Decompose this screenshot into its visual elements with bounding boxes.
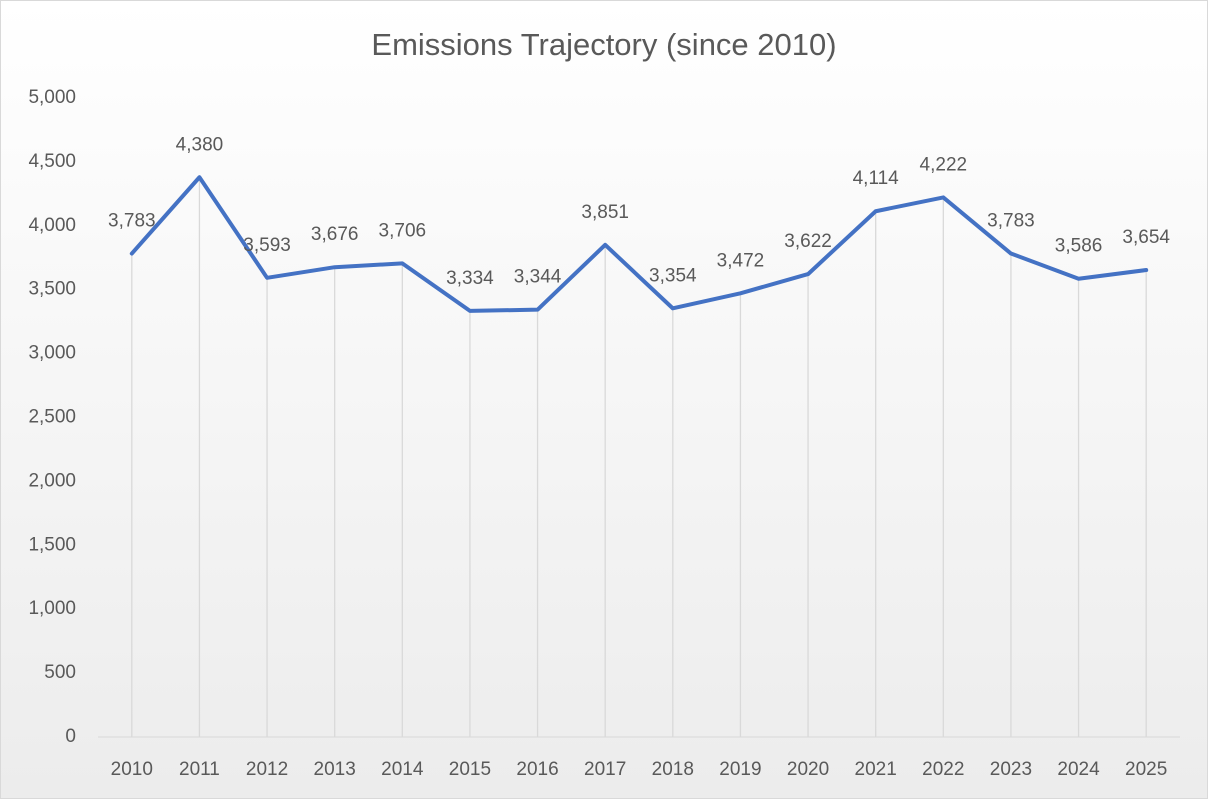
data-label: 3,472 bbox=[717, 250, 765, 271]
x-tick-label: 2012 bbox=[246, 759, 288, 780]
y-tick-label: 2,000 bbox=[28, 470, 76, 491]
data-label: 3,593 bbox=[243, 235, 291, 256]
x-tick-label: 2015 bbox=[449, 759, 491, 780]
x-tick-label: 2018 bbox=[652, 759, 694, 780]
y-tick-label: 1,000 bbox=[28, 598, 76, 619]
x-tick-label: 2017 bbox=[584, 759, 626, 780]
y-tick-label: 0 bbox=[65, 726, 76, 747]
x-tick-label: 2019 bbox=[719, 759, 761, 780]
data-label: 3,783 bbox=[108, 211, 156, 232]
x-tick-label: 2016 bbox=[516, 759, 558, 780]
x-tick-label: 2013 bbox=[314, 759, 356, 780]
data-label: 4,114 bbox=[853, 168, 900, 189]
series-line bbox=[129, 175, 1149, 313]
data-label: 3,676 bbox=[311, 224, 359, 245]
x-tick-label: 2020 bbox=[787, 759, 829, 780]
data-label: 3,622 bbox=[784, 231, 832, 252]
data-label: 3,851 bbox=[581, 202, 629, 223]
y-tick-label: 1,500 bbox=[28, 534, 76, 555]
data-label: 3,586 bbox=[1055, 236, 1103, 257]
x-tick-label: 2025 bbox=[1125, 759, 1167, 780]
y-tick-label: 2,500 bbox=[28, 407, 76, 428]
x-tick-label: 2014 bbox=[381, 759, 424, 780]
x-tick-label: 2021 bbox=[855, 759, 897, 780]
data-label: 4,380 bbox=[176, 134, 224, 155]
y-tick-label: 3,000 bbox=[28, 343, 76, 364]
data-label: 3,334 bbox=[446, 268, 494, 289]
y-tick-label: 500 bbox=[44, 662, 76, 683]
x-tick-label: 2023 bbox=[990, 759, 1032, 780]
chart-title: Emissions Trajectory (since 2010) bbox=[371, 27, 836, 62]
data-label: 3,344 bbox=[514, 267, 562, 288]
x-tick-label: 2011 bbox=[179, 759, 220, 780]
data-label: 4,222 bbox=[920, 154, 968, 175]
x-tick-label: 2024 bbox=[1057, 759, 1100, 780]
x-tick-label: 2022 bbox=[922, 759, 964, 780]
y-tick-label: 5,000 bbox=[28, 87, 76, 108]
x-tick-label: 2010 bbox=[111, 759, 153, 780]
data-label: 3,654 bbox=[1122, 227, 1170, 248]
data-label: 3,783 bbox=[987, 211, 1035, 232]
y-tick-label: 4,500 bbox=[28, 151, 76, 172]
y-tick-label: 3,500 bbox=[28, 279, 76, 300]
y-tick-label: 4,000 bbox=[28, 215, 76, 236]
data-label: 3,354 bbox=[649, 265, 697, 286]
data-label: 3,706 bbox=[379, 220, 427, 241]
